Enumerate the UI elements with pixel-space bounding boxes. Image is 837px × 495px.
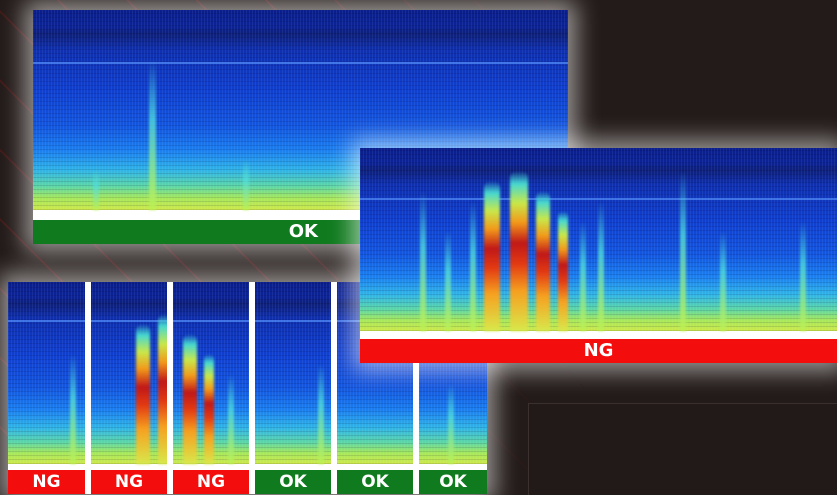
dark-box [528, 403, 837, 495]
status-bar-ng: NG [360, 339, 837, 363]
strip-status-3: NG [173, 470, 249, 494]
spectrogram-panel-top-left: OK [33, 10, 568, 244]
status-label: OK [288, 221, 318, 242]
strip-status-6: OK [419, 470, 487, 494]
spectrogram-image-right [360, 148, 837, 331]
strip-status-1: NG [8, 470, 85, 494]
spectrogram-strip-panel: NG NG NG OK OK OK [8, 282, 487, 494]
status-label: NG [583, 340, 614, 361]
spectrogram-panel-right: NG [360, 148, 837, 363]
strip-status-5: OK [337, 470, 413, 494]
strip-status-2: NG [91, 470, 167, 494]
strip-status-4: OK [255, 470, 331, 494]
